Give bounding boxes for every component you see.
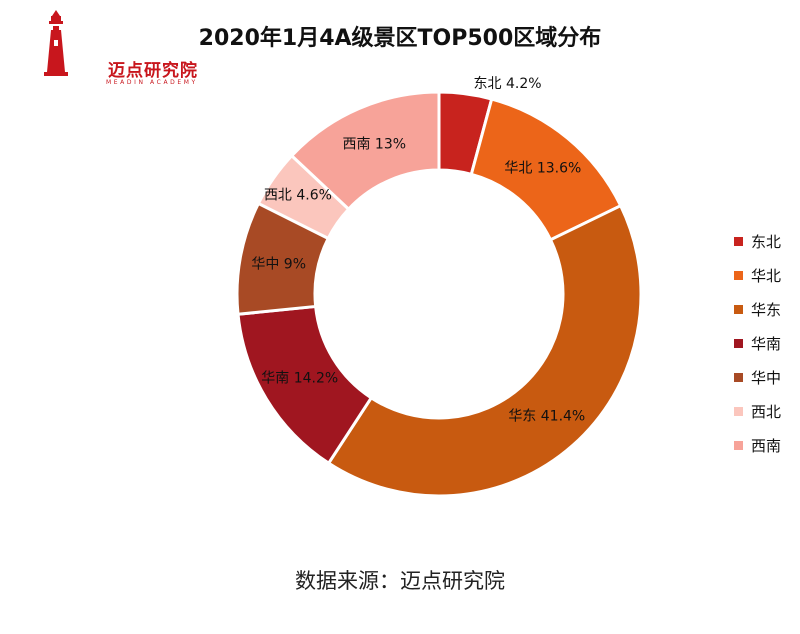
data-label-0: 东北 4.2% — [474, 76, 542, 92]
lighthouse-icon — [44, 10, 68, 76]
legend-label-0: 东北 — [751, 232, 782, 251]
legend-swatch-5 — [734, 406, 743, 416]
data-label-4: 华中 9% — [251, 256, 306, 272]
legend-label-1: 华北 — [751, 266, 782, 285]
data-label-6: 西南 13% — [342, 136, 406, 152]
data-label-1: 华北 13.6% — [504, 160, 581, 176]
legend-swatch-4 — [734, 372, 743, 382]
legend-item-3: 华南 — [734, 326, 781, 360]
chart-title: 2020年1月4A级景区TOP500区域分布 — [198, 26, 602, 51]
legend-label-4: 华中 — [751, 368, 782, 387]
legend-swatch-0 — [734, 236, 743, 246]
legend-swatch-2 — [734, 304, 743, 314]
data-label-3: 华南 14.2% — [261, 371, 338, 387]
legend-swatch-1 — [734, 270, 743, 280]
legend-item-5: 西北 — [734, 394, 781, 428]
legend-item-0: 东北 — [734, 224, 781, 258]
legend-swatch-3 — [734, 338, 743, 348]
legend-item-6: 西南 — [734, 428, 781, 462]
slice-2 — [326, 203, 643, 498]
logo: 迈点研究院 MEADIN ACADEMY — [38, 10, 197, 86]
legend-label-2: 华东 — [751, 300, 782, 319]
legend-item-1: 华北 — [734, 258, 781, 292]
data-label-5: 西北 4.6% — [264, 188, 332, 204]
data-label-2: 华东 41.4% — [508, 408, 585, 424]
chart-legend: 东北华北华东华南华中西北西南 — [734, 224, 781, 462]
legend-swatch-6 — [734, 440, 743, 450]
logo-subtitle: MEADIN ACADEMY — [106, 79, 198, 86]
logo-name: 迈点研究院 — [108, 61, 198, 81]
legend-item-2: 华东 — [734, 292, 781, 326]
slice-6 — [289, 90, 441, 212]
legend-item-4: 华中 — [734, 360, 781, 394]
legend-label-5: 西北 — [751, 402, 782, 421]
legend-label-3: 华南 — [751, 334, 782, 353]
data-source: 数据来源：迈点研究院 — [295, 569, 505, 593]
legend-label-6: 西南 — [751, 436, 782, 455]
